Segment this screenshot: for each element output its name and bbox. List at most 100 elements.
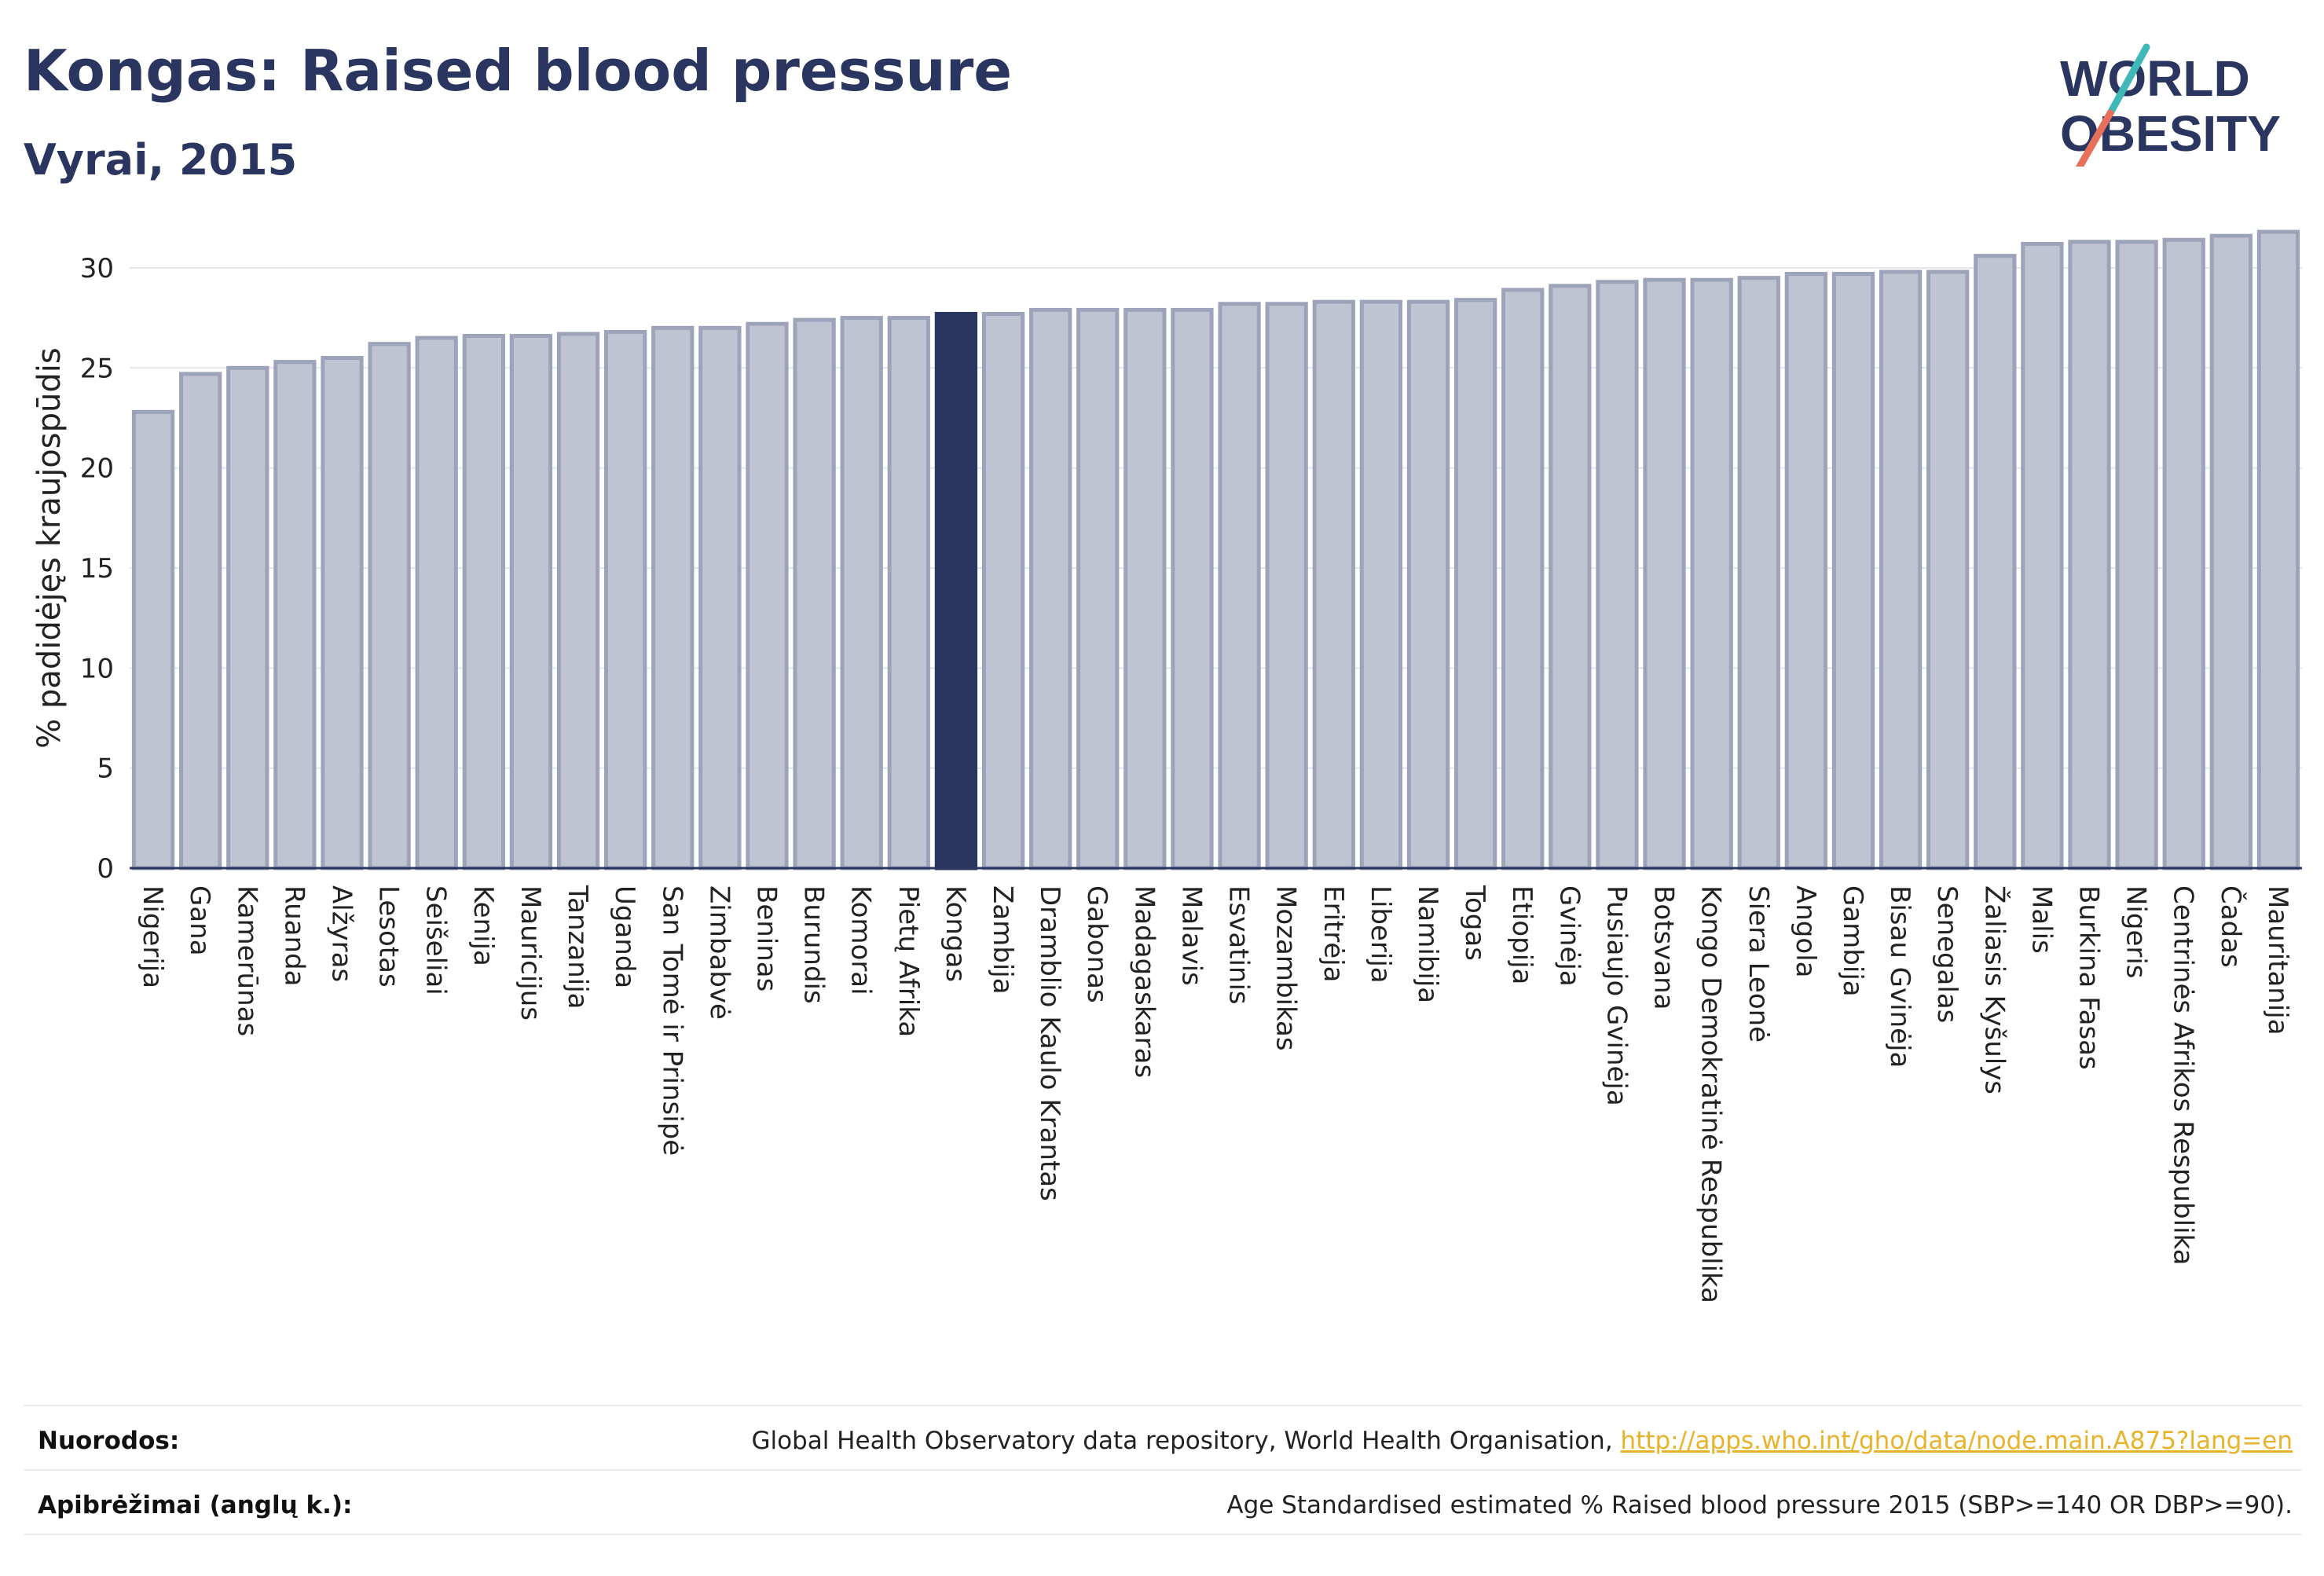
x-tick-label: Kamerūnas xyxy=(231,885,262,1036)
x-tick-label: Esvatinis xyxy=(1223,885,1255,1005)
bar xyxy=(1737,276,1780,870)
footer-divider-middle xyxy=(24,1469,2302,1471)
x-tick-label: Etiopija xyxy=(1506,885,1538,984)
bar xyxy=(1926,269,1970,870)
bar xyxy=(1784,272,1828,870)
bar xyxy=(2162,237,2205,870)
x-tick-label: Čadas xyxy=(2215,885,2247,968)
x-tick-label: Namibija xyxy=(1412,885,1443,1003)
x-tick-label: Malavis xyxy=(1175,885,1207,986)
sources-link[interactable]: http://apps.who.int/gho/data/node.main.A… xyxy=(1620,1427,2293,1455)
bar xyxy=(1265,302,1308,870)
bar-highlighted xyxy=(934,312,978,870)
x-tick-label: Mauricijus xyxy=(515,885,546,1021)
bar xyxy=(1076,307,1120,870)
bar xyxy=(1359,299,1403,870)
bar xyxy=(1501,288,1545,870)
bar xyxy=(556,332,600,870)
x-tick-label: Beninas xyxy=(750,885,782,991)
bar xyxy=(1596,280,1639,870)
sources-label: Nuorodos: xyxy=(38,1427,180,1455)
x-tick-label: Mozambikas xyxy=(1270,885,1302,1051)
y-tick-label: 25 xyxy=(80,353,114,384)
bar xyxy=(698,325,742,870)
bar xyxy=(981,312,1025,870)
chart-title: Kongas: Raised blood pressure xyxy=(24,38,1013,104)
y-tick-label: 5 xyxy=(97,753,114,785)
y-tick-label: 0 xyxy=(97,853,114,885)
x-tick-label: Senegalas xyxy=(1931,885,1963,1023)
bar xyxy=(1028,307,1072,870)
y-tick-label: 20 xyxy=(80,453,114,485)
logo-slash-teal xyxy=(2106,43,2150,117)
x-tick-label: Botsvana xyxy=(1648,885,1680,1010)
definitions-value: Age Standardised estimated % Raised bloo… xyxy=(1226,1491,2293,1519)
footer-divider-bottom xyxy=(24,1534,2302,1535)
x-tick-label: Gambija xyxy=(1837,885,1868,997)
x-tick-label: Siera Leonė xyxy=(1743,885,1774,1043)
bar xyxy=(2115,240,2158,870)
x-tick-label: Gvinėja xyxy=(1553,885,1585,987)
bar xyxy=(651,325,695,870)
logo-line1: WORLD xyxy=(2060,50,2250,107)
bar xyxy=(2209,233,2253,870)
x-tick-label: Bisau Gvinėja xyxy=(1884,885,1915,1068)
x-tick-label: Madagaskaras xyxy=(1128,885,1160,1078)
x-tick-label: Burkina Fasas xyxy=(2073,885,2105,1070)
sources-value: Global Health Observatory data repositor… xyxy=(751,1427,2293,1455)
world-obesity-logo: WORLD OBESITY xyxy=(2060,43,2281,167)
x-tick-label: Gana xyxy=(184,885,215,956)
x-tick-label: Nigerija xyxy=(137,885,168,988)
y-axis-label: % padidėjęs kraujospūdis xyxy=(31,347,68,748)
x-tick-label: Pietų Afrika xyxy=(893,885,924,1037)
bar xyxy=(131,409,175,870)
bar xyxy=(1831,272,1875,870)
x-tick-label: Žaliasis Kyšulys xyxy=(1978,885,2011,1094)
bar xyxy=(1171,307,1214,870)
x-tick-label: Malis xyxy=(2025,885,2057,954)
bar xyxy=(273,360,317,870)
x-tick-label: Kongo Demokratinė Respublika xyxy=(1695,885,1727,1303)
y-tick-label: 30 xyxy=(80,253,114,284)
x-tick-label: Kongas xyxy=(940,885,971,982)
bar xyxy=(2068,240,2111,870)
x-tick-label: Gabonas xyxy=(1081,885,1113,1003)
logo-slash-red xyxy=(2075,109,2114,167)
x-tick-label: Lesotas xyxy=(373,885,405,988)
x-tick-label: San Tomė ir Prinsipė xyxy=(656,885,687,1156)
bar-chart: 0 5 10 15 20 25 30 % padidėjęs kraujospūdis Nige… xyxy=(31,229,2302,1303)
bar xyxy=(603,329,647,870)
y-tick-label: 15 xyxy=(80,553,114,585)
x-tick-label: Togas xyxy=(1459,885,1490,961)
x-tick-label: Alžyras xyxy=(325,885,357,982)
sources-text: Global Health Observatory data repositor… xyxy=(751,1427,1621,1455)
bar xyxy=(1124,307,1167,870)
chart-subtitle: Vyrai, 2015 xyxy=(24,135,298,185)
x-tick-label: Eritrėja xyxy=(1318,885,1349,982)
x-tick-label: Liberija xyxy=(1365,885,1396,984)
definitions-label: Apibrėžimai (anglų k.): xyxy=(38,1491,353,1519)
y-tick-label: 10 xyxy=(80,653,114,684)
bar xyxy=(1406,299,1450,870)
footer-divider-top xyxy=(24,1405,2302,1406)
x-tick-label: Dramblio Kaulo Krantas xyxy=(1034,885,1065,1201)
bar xyxy=(1549,284,1592,870)
x-tick-label: Pusiaujo Gvinėja xyxy=(1600,885,1632,1106)
bar xyxy=(321,356,364,870)
bar xyxy=(2021,241,2064,870)
x-tick-label: Uganda xyxy=(609,885,640,988)
x-tick-label: Nigeris xyxy=(2121,885,2152,979)
x-tick-label: Seišeliai xyxy=(420,885,452,995)
bar xyxy=(1879,269,1923,870)
bar xyxy=(2256,229,2300,870)
bar xyxy=(840,316,883,870)
x-tick-label: Zambija xyxy=(987,885,1018,995)
x-tick-label: Zimbabvė xyxy=(703,885,735,1020)
bar xyxy=(509,334,553,870)
x-tick-label: Mauritanija xyxy=(2262,885,2293,1035)
x-tick-label: Komorai xyxy=(845,885,877,995)
x-tick-label: Ruanda xyxy=(278,885,310,986)
bar xyxy=(1974,254,2017,870)
x-tick-label: Kenija xyxy=(467,885,499,966)
bar xyxy=(226,365,269,870)
